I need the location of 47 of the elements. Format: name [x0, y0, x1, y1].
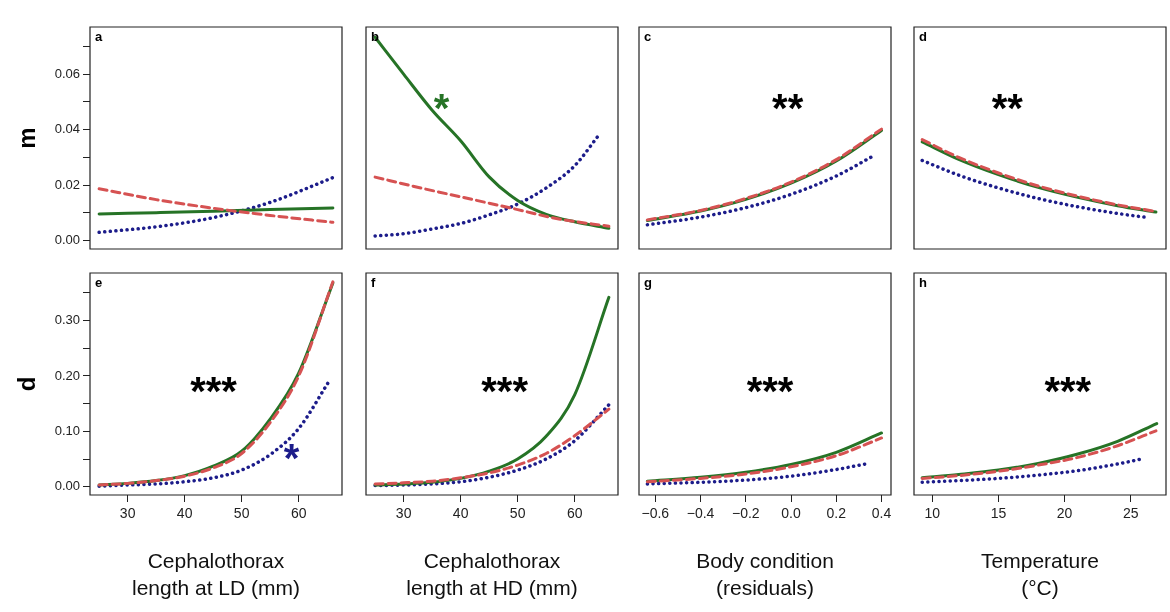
- chart-title: f: [371, 275, 376, 291]
- x-tick-label: −0.4: [686, 505, 715, 522]
- annotation: **: [991, 85, 1024, 130]
- x-tick-label: −0.2: [731, 505, 760, 522]
- x-tick-label: 0.2: [826, 505, 847, 522]
- y-tick-label: 0.00: [54, 232, 80, 248]
- y-tick-label: 0.06: [54, 65, 80, 81]
- y-tick-label: 0.30: [54, 312, 80, 328]
- x-tick-label: 15: [990, 505, 1007, 522]
- annotation: *: [433, 85, 450, 130]
- x-axis-title: Cephalothorax length at LD (mm): [131, 548, 301, 600]
- chart-title: c: [644, 29, 652, 45]
- y-tick-label: 0.04: [54, 121, 80, 137]
- x-tick-label: 25: [1123, 505, 1139, 522]
- chart-title: g: [644, 275, 652, 291]
- x-tick-label: 50: [509, 505, 526, 522]
- annotation: ***: [1044, 369, 1092, 414]
- x-axis-title: Temperature (°C): [981, 548, 1099, 600]
- x-tick-label: 50: [233, 505, 250, 522]
- x-axis-title: Body condition (residuals): [696, 548, 834, 600]
- y-tick-label: 0.10: [54, 422, 80, 438]
- annotation: *: [283, 435, 300, 480]
- x-tick-label: 60: [290, 505, 307, 522]
- chart-title: e: [95, 275, 103, 291]
- x-tick-label: 0.0: [781, 505, 801, 522]
- annotation: **: [772, 85, 804, 130]
- annotation: ***: [746, 369, 794, 414]
- x-tick-label: 60: [566, 505, 583, 522]
- x-tick-label: −0.6: [641, 505, 670, 522]
- y-axis-title: m: [13, 127, 41, 149]
- chart-title: a: [95, 29, 103, 45]
- y-tick-label: 0.02: [54, 176, 80, 192]
- x-tick-label: 40: [176, 505, 193, 522]
- x-tick-label: 30: [119, 505, 136, 522]
- x-tick-label: 40: [452, 505, 469, 522]
- x-tick-label: 0.4: [871, 505, 892, 522]
- chart-title: h: [919, 275, 927, 291]
- x-tick-label: 30: [395, 505, 412, 522]
- y-tick-label: 0.00: [54, 478, 80, 494]
- x-axis-title: Cephalothorax length at HD (mm): [406, 548, 578, 600]
- annotation: ***: [481, 369, 529, 414]
- y-tick-label: 0.20: [54, 367, 80, 383]
- x-tick-label: 10: [924, 505, 941, 522]
- y-axis-title: d: [13, 376, 41, 392]
- annotation: ***: [190, 369, 238, 414]
- chart-title: d: [919, 29, 927, 45]
- x-tick-label: 20: [1056, 505, 1073, 522]
